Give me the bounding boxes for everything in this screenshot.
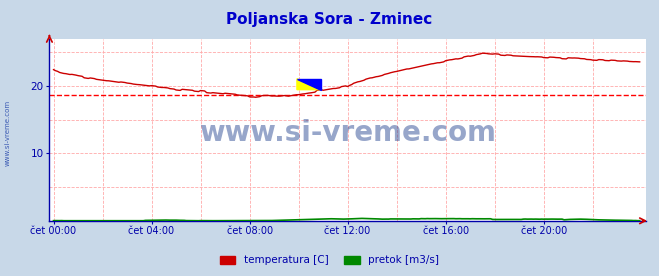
- Text: www.si-vreme.com: www.si-vreme.com: [199, 119, 496, 147]
- Polygon shape: [297, 79, 321, 90]
- Text: www.si-vreme.com: www.si-vreme.com: [5, 99, 11, 166]
- Polygon shape: [297, 79, 321, 90]
- Legend: temperatura [C], pretok [m3/s]: temperatura [C], pretok [m3/s]: [215, 251, 444, 269]
- Text: Poljanska Sora - Zminec: Poljanska Sora - Zminec: [227, 12, 432, 27]
